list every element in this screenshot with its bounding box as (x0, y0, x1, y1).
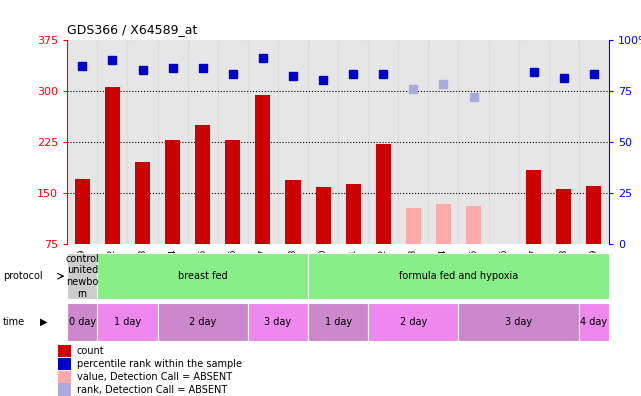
Text: rank, Detection Call = ABSENT: rank, Detection Call = ABSENT (77, 385, 227, 394)
Bar (105, 87, 120, 244)
Bar (97, 253, 308, 299)
Bar (97, 40, 128, 244)
Bar (488, 40, 519, 244)
Bar (218, 40, 248, 244)
Text: control
united
newbo
rn: control united newbo rn (65, 254, 99, 299)
Text: time: time (3, 317, 26, 327)
Bar (58, 371, 71, 383)
Bar (398, 40, 428, 244)
Bar (368, 303, 458, 341)
Text: 1 day: 1 day (114, 317, 141, 327)
Text: 3 day: 3 day (264, 317, 292, 327)
Text: protocol: protocol (3, 271, 43, 281)
Bar (225, 139, 240, 244)
Bar (406, 208, 421, 244)
Text: 2 day: 2 day (400, 317, 427, 327)
Bar (58, 358, 71, 370)
Bar (376, 144, 391, 244)
Bar (67, 303, 97, 341)
Text: count: count (77, 346, 104, 356)
Bar (158, 40, 188, 244)
Bar (248, 303, 308, 341)
Bar (196, 125, 210, 244)
Text: 1 day: 1 day (324, 317, 352, 327)
Bar (58, 345, 71, 357)
Bar (255, 95, 271, 244)
Bar (436, 204, 451, 244)
Text: 2 day: 2 day (189, 317, 217, 327)
Bar (579, 40, 609, 244)
Bar (308, 253, 609, 299)
Bar (458, 40, 488, 244)
Bar (345, 185, 361, 244)
Text: 0 day: 0 day (69, 317, 96, 327)
Bar (97, 303, 158, 341)
Bar (165, 139, 180, 244)
Bar (248, 40, 278, 244)
Bar (67, 253, 97, 299)
Bar (285, 180, 301, 244)
Bar (556, 189, 571, 244)
Bar (75, 179, 90, 244)
Bar (368, 40, 398, 244)
Text: value, Detection Call = ABSENT: value, Detection Call = ABSENT (77, 372, 232, 382)
Bar (549, 40, 579, 244)
Bar (587, 186, 601, 244)
Text: 4 day: 4 day (580, 317, 608, 327)
Bar (128, 40, 158, 244)
Text: 3 day: 3 day (505, 317, 532, 327)
Bar (308, 40, 338, 244)
Text: ▶: ▶ (40, 317, 47, 327)
Bar (67, 40, 97, 244)
Bar (466, 206, 481, 244)
Bar (278, 40, 308, 244)
Bar (158, 303, 248, 341)
Bar (58, 383, 71, 396)
Bar (526, 170, 541, 244)
Text: formula fed and hypoxia: formula fed and hypoxia (399, 271, 518, 281)
Bar (135, 162, 150, 244)
Bar (458, 303, 579, 341)
Bar (519, 40, 549, 244)
Bar (428, 40, 458, 244)
Bar (308, 303, 368, 341)
Bar (188, 40, 218, 244)
Bar (579, 303, 609, 341)
Text: breast fed: breast fed (178, 271, 228, 281)
Bar (315, 187, 331, 244)
Text: GDS366 / X64589_at: GDS366 / X64589_at (67, 23, 197, 36)
Text: percentile rank within the sample: percentile rank within the sample (77, 359, 242, 369)
Bar (338, 40, 368, 244)
